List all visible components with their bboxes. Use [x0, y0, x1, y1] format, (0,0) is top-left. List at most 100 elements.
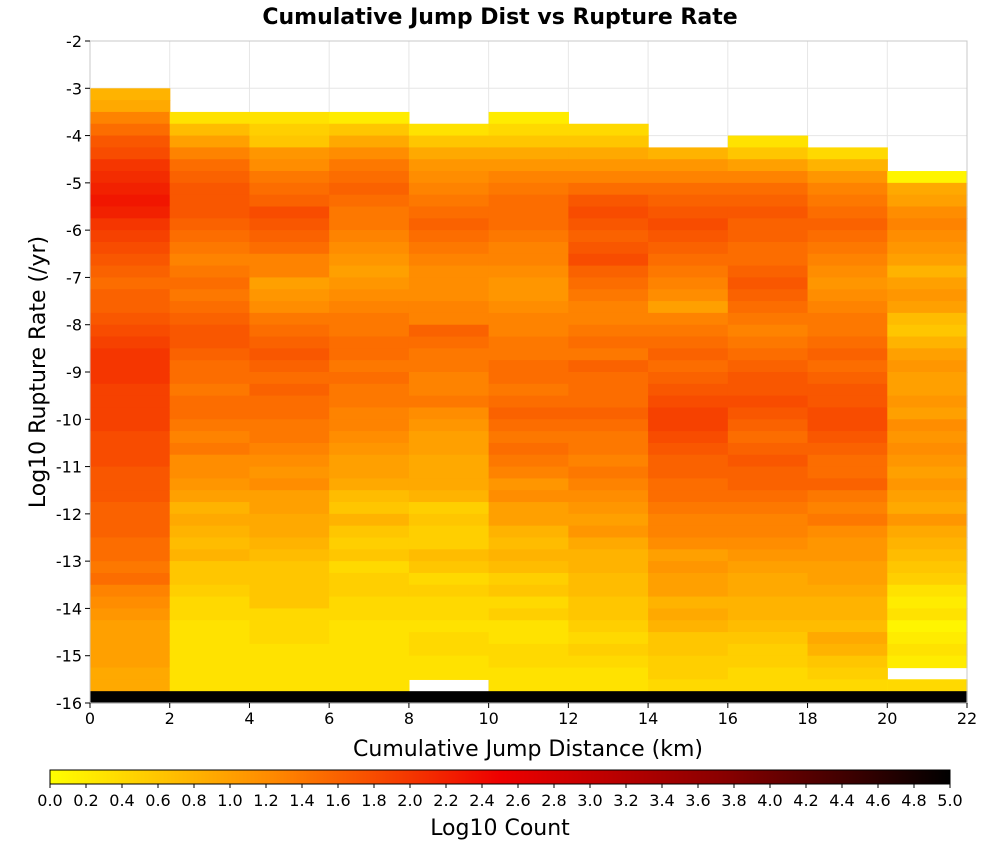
heatmap-cell — [329, 289, 410, 302]
heatmap-cell — [329, 513, 410, 527]
heatmap-cell — [90, 265, 171, 279]
heatmap-cell — [90, 561, 171, 574]
colorbar-tick-label: 2.2 — [433, 791, 458, 810]
heatmap-cell — [727, 431, 809, 444]
heatmap-cell — [887, 171, 968, 184]
heatmap-cell — [887, 584, 968, 598]
heatmap-cell — [90, 253, 171, 267]
heatmap-cell — [249, 111, 330, 125]
heatmap-cell — [648, 419, 729, 432]
heatmap-cell — [887, 372, 968, 385]
heatmap-cell — [329, 478, 410, 491]
heatmap-cell — [90, 407, 171, 420]
heatmap-cell — [568, 277, 649, 290]
heatmap-cell — [90, 206, 171, 219]
heatmap-cell — [727, 301, 809, 314]
heatmap-cell — [408, 159, 490, 172]
heatmap-cell — [249, 301, 330, 314]
heatmap-cell — [169, 395, 251, 409]
heatmap-cell — [329, 324, 410, 338]
heatmap-cell — [727, 572, 809, 586]
colorbar-tick-label: 0.0 — [37, 791, 62, 810]
heatmap-cell — [887, 241, 968, 255]
heatmap-cell — [90, 525, 171, 539]
heatmap-cell — [807, 395, 888, 409]
heatmap-cell — [169, 182, 251, 196]
heatmap-cell — [329, 206, 410, 219]
heatmap-cell — [488, 159, 569, 172]
heatmap-cell — [807, 525, 888, 539]
heatmap-cell — [329, 360, 410, 373]
heatmap-cell — [90, 289, 171, 302]
heatmap-cell — [488, 147, 569, 160]
heatmap-cell — [249, 336, 330, 349]
heatmap-cell — [648, 502, 729, 515]
heatmap-cell — [329, 502, 410, 515]
heatmap-cell — [169, 584, 251, 598]
colorbar-tick-label: 2.8 — [541, 791, 566, 810]
heatmap-cell — [887, 549, 968, 562]
heatmap-cell — [329, 277, 410, 290]
colorbar-ticks: 0.0 0.2 0.4 0.6 0.8 1.0 1.2 1.4 1.6 1.8 2.0 2.2 2.4 2… — [37, 784, 963, 810]
heatmap-cell — [90, 502, 171, 515]
heatmap-cell — [568, 348, 649, 361]
heatmap-cell — [568, 147, 649, 160]
heatmap-cell — [807, 419, 888, 432]
x-tick-label: 12 — [558, 709, 578, 728]
heatmap-cell — [727, 549, 809, 562]
heatmap-cell — [648, 241, 729, 255]
heatmap-cell — [90, 348, 171, 361]
heatmap-cell — [488, 372, 569, 385]
heatmap-cell — [329, 525, 410, 539]
heatmap-cell — [249, 513, 330, 527]
colorbar-tick-label: 0.6 — [145, 791, 170, 810]
heatmap-cell — [568, 395, 649, 409]
colorbar-tick-label: 4.8 — [901, 791, 926, 810]
heatmap-cell — [329, 159, 410, 172]
heatmap-cell — [249, 182, 330, 196]
heatmap-cell — [807, 253, 888, 267]
heatmap-cell — [568, 241, 649, 255]
heatmap-cell — [329, 336, 410, 349]
heatmap-cell — [568, 123, 649, 137]
heatmap-cell — [648, 171, 729, 184]
heatmap-cell — [169, 419, 251, 432]
heatmap-cell — [807, 206, 888, 219]
heatmap-cell — [90, 100, 171, 113]
heatmap-cell — [807, 643, 888, 657]
heatmap-cell — [408, 608, 490, 621]
heatmap-cell — [169, 679, 251, 692]
heatmap-cell — [90, 360, 171, 373]
heatmap-cell — [329, 194, 410, 208]
colorbar-tick-label: 3.6 — [685, 791, 710, 810]
heatmap-cell — [169, 608, 251, 621]
heatmap-cell — [169, 277, 251, 290]
heatmap-cell — [887, 206, 968, 219]
heatmap-cell — [169, 111, 251, 125]
heatmap-cell — [568, 572, 649, 586]
heatmap-cell — [727, 241, 809, 255]
heatmap-cell — [887, 478, 968, 491]
heatmap-cell — [807, 147, 888, 160]
heatmap-cell — [90, 490, 171, 503]
heatmap-cell — [648, 218, 729, 231]
heatmap-cell — [727, 289, 809, 302]
heatmap-cell — [249, 502, 330, 515]
heatmap-cell — [807, 265, 888, 279]
heatmap-cell — [488, 584, 569, 598]
heatmap-cell — [648, 230, 729, 243]
heatmap-cell — [568, 620, 649, 633]
heatmap-cell — [169, 407, 251, 420]
heatmap-cell — [807, 466, 888, 479]
heatmap-cell — [488, 478, 569, 491]
heatmap-cell — [648, 667, 729, 680]
x-tick-label: 2 — [165, 709, 175, 728]
heatmap-cell — [887, 632, 968, 645]
heatmap-cell — [648, 584, 729, 598]
y-tick-label: -6 — [66, 221, 82, 240]
heatmap-cell — [90, 383, 171, 397]
x-axis-ticks: 0 2 4 6 8 10 12 14 16 18 20 22 — [85, 703, 977, 728]
heatmap-cell — [648, 596, 729, 610]
colorbar-tick-label: 4.0 — [757, 791, 782, 810]
heatmap-cell — [169, 431, 251, 444]
